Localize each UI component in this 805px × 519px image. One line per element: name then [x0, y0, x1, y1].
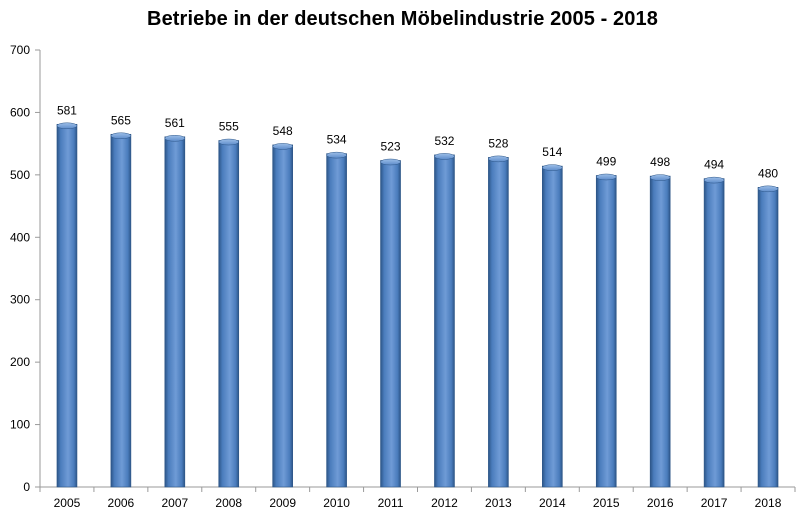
bar-cap-2007 — [164, 135, 186, 142]
x-tick-label: 2006 — [108, 496, 135, 510]
y-tick-label: 200 — [10, 355, 30, 369]
x-tick-label: 2007 — [161, 496, 188, 510]
x-tick-label: 2010 — [323, 496, 350, 510]
data-label-2012: 532 — [434, 134, 454, 148]
bar-2016 — [649, 175, 671, 488]
y-tick-label: 700 — [10, 43, 30, 57]
bar-cap-2018 — [757, 185, 779, 193]
bar-cap-2012 — [434, 153, 455, 160]
bar-cap-2010 — [326, 151, 347, 159]
x-tick-label: 2012 — [431, 496, 458, 510]
bar-cap-2014 — [542, 164, 563, 171]
bar-cap-2016 — [649, 174, 671, 181]
y-tick-label: 500 — [10, 168, 30, 182]
data-label-2018: 480 — [758, 166, 778, 180]
data-label-2006: 565 — [111, 113, 131, 127]
y-tick-label: 600 — [10, 105, 30, 119]
y-tick-label: 300 — [10, 293, 30, 307]
bar-2015 — [595, 175, 617, 488]
x-tick-label: 2005 — [54, 496, 81, 510]
data-label-2008: 555 — [219, 120, 239, 134]
bar-2014 — [542, 165, 563, 488]
data-label-2013: 528 — [488, 136, 508, 150]
bar-cap-2017 — [703, 176, 725, 184]
bar-2006 — [110, 133, 132, 488]
chart-title: Betriebe in der deutschen Möbelindustrie… — [147, 8, 658, 30]
bar-cap-2013 — [488, 155, 509, 163]
bars-group — [56, 122, 779, 488]
x-tick-label: 2016 — [647, 496, 674, 510]
y-tick-label: 0 — [23, 480, 30, 494]
x-tick-label: 2011 — [378, 496, 404, 510]
data-label-2014: 514 — [542, 145, 562, 159]
bar-2007 — [164, 136, 186, 488]
bar-cap-2005 — [56, 122, 78, 130]
bar-cap-2009 — [272, 143, 293, 150]
x-axis: 2005 2006 2007 2008 2009 2010 2011 2012 2013 2014… — [39, 486, 796, 510]
data-label-2009: 548 — [273, 124, 293, 138]
x-tick-label: 2018 — [755, 496, 782, 510]
y-axis: 0 100 200 300 400 500 600 700 — [10, 43, 41, 494]
x-tick-label: 2014 — [539, 496, 566, 510]
data-label-2010: 534 — [327, 133, 347, 147]
bar-2011 — [380, 160, 401, 488]
data-labels-group: 581 565 561 555 548 534 523 532 528 514 499 498 494 4… — [57, 103, 778, 180]
bar-cap-2006 — [110, 132, 132, 140]
data-label-2005: 581 — [57, 103, 77, 117]
bar-cap-2011 — [380, 158, 401, 166]
x-tick-label: 2013 — [485, 496, 512, 510]
data-label-2017: 494 — [704, 158, 724, 172]
data-label-2015: 499 — [596, 154, 616, 168]
bar-2009 — [272, 144, 293, 488]
x-tick-label: 2009 — [269, 496, 296, 510]
bar-2005 — [56, 123, 78, 488]
bar-2010 — [326, 153, 347, 488]
bar-2012 — [434, 154, 455, 488]
data-label-2016: 498 — [650, 155, 670, 169]
bar-2018 — [757, 187, 779, 488]
bar-2013 — [488, 157, 509, 488]
bar-cap-2008 — [218, 138, 239, 146]
x-tick-label: 2017 — [701, 496, 728, 510]
bar-cap-2015 — [596, 173, 617, 181]
x-tick-label: 2015 — [593, 496, 620, 510]
bar-2017 — [703, 178, 725, 488]
y-tick-label: 100 — [10, 418, 30, 432]
y-tick-label: 400 — [10, 230, 30, 244]
data-label-2007: 561 — [165, 116, 185, 130]
x-tick-label: 2008 — [215, 496, 242, 510]
bar-2008 — [218, 140, 240, 488]
data-label-2011: 523 — [381, 139, 401, 153]
